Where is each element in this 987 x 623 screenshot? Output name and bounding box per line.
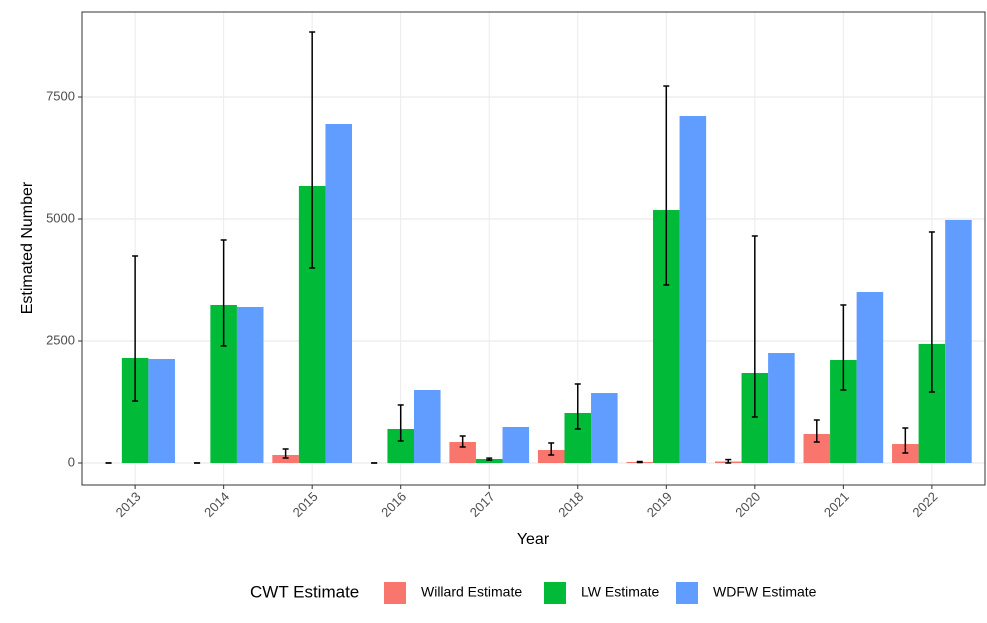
bar (537, 450, 565, 463)
legend-title: CWT Estimate (250, 582, 359, 601)
error-bar (397, 404, 404, 442)
x-tick-label: 2016 (378, 489, 409, 520)
bar (272, 454, 299, 463)
x-tick-label: 2018 (555, 489, 586, 520)
y-axis-title: Estimated Number (19, 181, 36, 314)
legend-swatch (384, 582, 406, 604)
error-bar (459, 435, 466, 448)
bar (413, 389, 441, 463)
error-bar (813, 419, 820, 443)
error-bar (220, 239, 227, 347)
error-bar (132, 255, 139, 402)
bar (475, 458, 503, 463)
legend-label: LW Estimate (581, 584, 660, 600)
x-axis-title: Year (517, 531, 550, 548)
error-bar (574, 383, 581, 430)
x-tick-label: 2019 (644, 489, 675, 520)
plot-border (81, 11, 986, 486)
x-tick-label: 2020 (732, 489, 763, 520)
x-tick-label: 2022 (909, 489, 940, 520)
error-bar (902, 427, 909, 454)
legend-swatch (676, 582, 698, 604)
bar (502, 426, 530, 463)
legend-swatch (544, 582, 566, 604)
legend-label: WDFW Estimate (713, 584, 817, 600)
bar (591, 393, 618, 463)
y-tick-label: 2500 (46, 332, 75, 347)
error-bar (309, 31, 316, 269)
error-bar (548, 442, 555, 456)
x-tick-label: 2013 (113, 489, 144, 520)
y-tick-label: 7500 (46, 88, 75, 103)
error-bar (840, 304, 847, 391)
error-bar (725, 458, 732, 464)
error-bar (282, 448, 289, 459)
y-tick-label: 0 (68, 454, 75, 469)
bar (856, 292, 884, 463)
x-tick-label: 2017 (467, 489, 498, 520)
bar (236, 306, 264, 463)
error-bar (486, 457, 493, 461)
x-tick-label: 2021 (821, 489, 852, 520)
error-bar (663, 85, 670, 286)
bar (325, 123, 353, 463)
error-bar (751, 235, 758, 418)
error-bar (636, 460, 643, 464)
y-tick-label: 5000 (46, 210, 75, 225)
bar (449, 442, 476, 463)
error-bar (928, 231, 935, 393)
x-tick-label: 2014 (201, 489, 232, 520)
bar (768, 353, 795, 463)
bar (148, 359, 175, 463)
x-tick-label: 2015 (290, 489, 321, 520)
bar (945, 219, 972, 463)
legend-label: Willard Estimate (421, 584, 522, 600)
bar (679, 115, 707, 463)
